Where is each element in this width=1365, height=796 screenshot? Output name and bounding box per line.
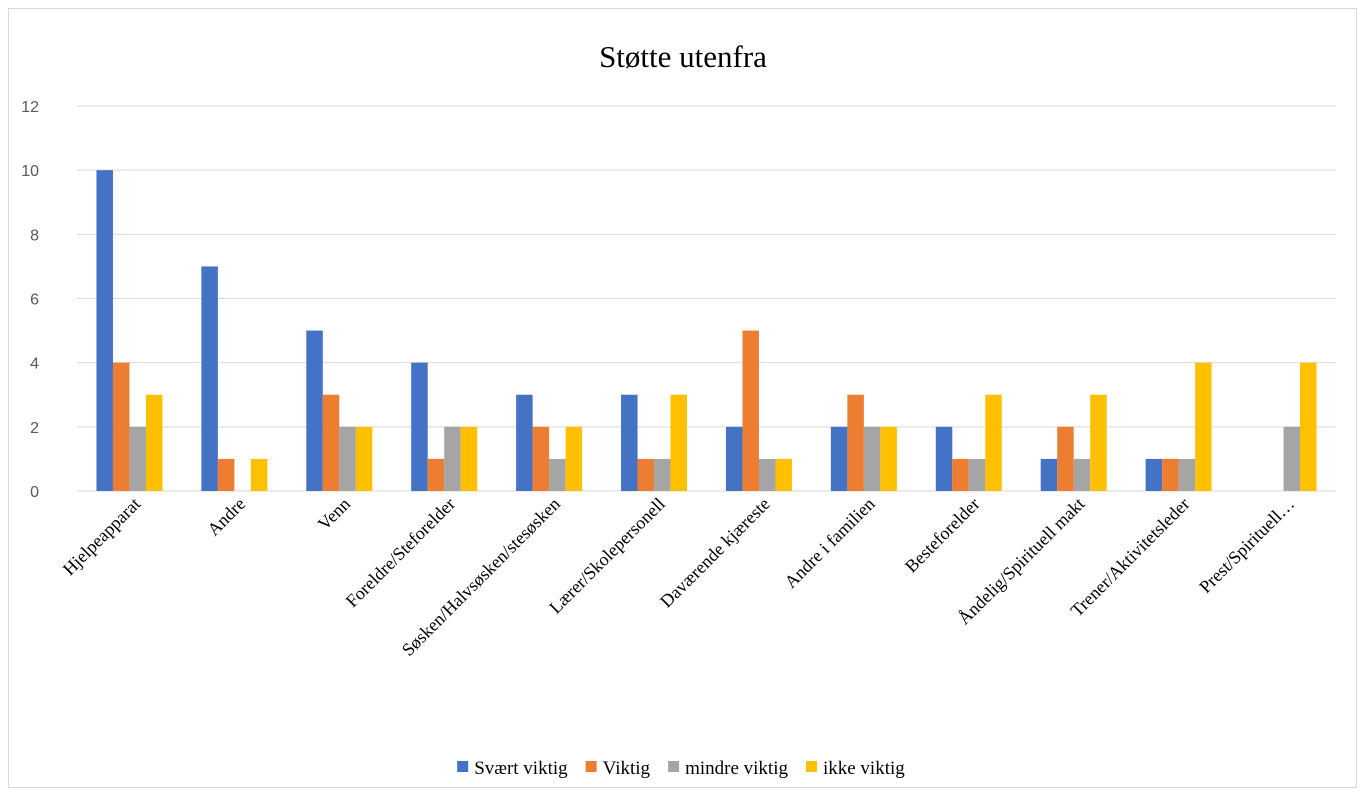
chart-area: Støtte utenfra 0 2 4 6 8 10 12 Hjelpeapparat An… xyxy=(8,8,1357,788)
bar xyxy=(411,362,428,491)
bar xyxy=(847,394,864,491)
bar xyxy=(565,426,583,491)
bar xyxy=(355,426,373,491)
x-category-label: Andre i familien xyxy=(780,494,878,592)
bar xyxy=(637,458,655,491)
y-tick-label: 0 xyxy=(30,484,39,501)
y-tick-label: 6 xyxy=(30,292,39,309)
bar xyxy=(217,458,235,491)
bar xyxy=(1283,426,1301,491)
legend-label: Viktig xyxy=(603,758,651,779)
legend-label: Svært viktig xyxy=(474,758,568,779)
legend-swatch xyxy=(805,761,817,772)
bar xyxy=(880,426,897,491)
y-tick-label: 12 xyxy=(21,99,39,116)
bar xyxy=(742,330,759,491)
bar xyxy=(935,426,953,491)
bar-chart: Støtte utenfra 0 2 4 6 8 10 12 Hjelpeapparat An… xyxy=(21,39,1336,779)
bar xyxy=(427,458,445,491)
chart-title: Støtte utenfra xyxy=(599,39,767,74)
y-tick-label: 2 xyxy=(30,420,39,437)
bar xyxy=(306,330,323,491)
bar xyxy=(985,394,1002,491)
x-category-label: Prest/Spirituell… xyxy=(1195,494,1298,597)
bar xyxy=(1162,458,1179,491)
y-tick-label: 4 xyxy=(30,356,39,373)
x-category-label: Lærer/Skolepersonell xyxy=(545,494,669,618)
gridlines xyxy=(77,105,1336,492)
bar xyxy=(1073,458,1091,491)
y-tick-label: 10 xyxy=(21,163,39,180)
y-tick-label: 8 xyxy=(30,227,39,244)
bar xyxy=(532,426,550,491)
x-category-label: Andre xyxy=(203,494,249,540)
bar xyxy=(201,266,218,491)
legend-label: ikke viktig xyxy=(823,758,905,779)
bar xyxy=(444,426,461,491)
bar xyxy=(1300,362,1317,491)
bar xyxy=(549,458,566,491)
bar xyxy=(1145,458,1163,491)
y-axis-ticks: 0 2 4 6 8 10 12 xyxy=(21,99,39,501)
bar xyxy=(339,426,356,491)
bar xyxy=(322,394,340,491)
legend-label: mindre viktig xyxy=(685,758,788,779)
x-category-label: Trener/Aktivitetsleder xyxy=(1067,494,1194,621)
x-axis-labels: Hjelpeapparat Andre VennForeldre/Steforeld… xyxy=(59,494,1299,660)
legend-swatch xyxy=(668,761,680,772)
bar xyxy=(516,394,533,491)
bar xyxy=(830,426,848,491)
bar xyxy=(145,394,163,491)
x-category-label: Daværende kjæreste xyxy=(656,494,774,612)
bar xyxy=(1090,394,1107,491)
bar xyxy=(112,362,130,491)
x-category-label: Hjelpeapparat xyxy=(59,494,145,580)
bar xyxy=(1057,426,1074,491)
bars xyxy=(96,170,1317,491)
bar xyxy=(460,426,478,491)
bar xyxy=(670,394,688,491)
bar xyxy=(952,458,969,491)
bar xyxy=(129,426,146,491)
bar xyxy=(621,394,638,491)
bar xyxy=(250,458,268,491)
x-category-label: Venn xyxy=(314,494,354,534)
bar xyxy=(1195,362,1212,491)
x-category-label: Besteforelder xyxy=(901,494,984,577)
bar xyxy=(654,458,671,491)
bar xyxy=(1178,458,1196,491)
bar xyxy=(1040,458,1058,491)
legend: Svært viktig Viktig mindre viktig ikke vikt… xyxy=(457,758,905,779)
x-category-label: Foreldre/Steforelder xyxy=(342,494,459,611)
bar xyxy=(775,458,792,491)
bar xyxy=(863,426,881,491)
bar xyxy=(725,426,743,491)
bar xyxy=(96,170,113,491)
legend-swatch xyxy=(585,761,597,772)
legend-swatch xyxy=(457,761,469,772)
bar xyxy=(758,458,776,491)
bar xyxy=(968,458,986,491)
